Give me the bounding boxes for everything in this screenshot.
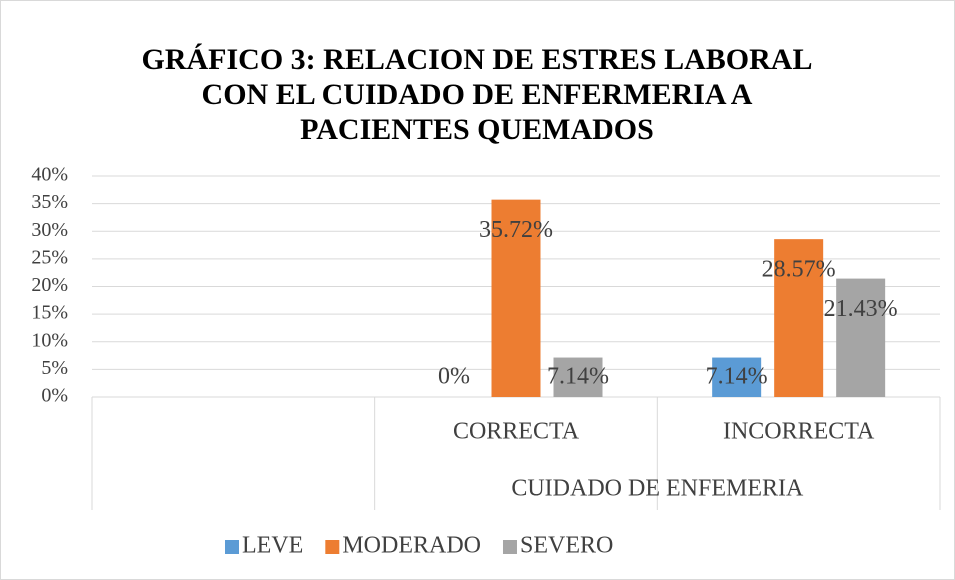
legend-swatch <box>325 540 340 554</box>
category-group-label: CUIDADO DE ENFEMERIA <box>511 476 804 502</box>
y-tick-label: 25% <box>31 246 68 268</box>
y-tick-label: 35% <box>31 191 68 213</box>
data-label: 28.57% <box>762 257 836 283</box>
y-tick-label: 15% <box>31 302 68 324</box>
legend-swatch <box>225 540 239 554</box>
bar <box>774 239 824 397</box>
data-label: 7.14% <box>706 364 768 390</box>
data-label: 21.43% <box>824 296 898 322</box>
y-tick-label: 20% <box>31 274 68 296</box>
bar <box>712 357 762 397</box>
y-tick-label: 5% <box>41 357 68 379</box>
legend-label: MODERADO <box>342 533 481 559</box>
y-tick-label: 40% <box>31 164 68 186</box>
bar <box>836 278 886 397</box>
x-tick-label: INCORRECTA <box>723 419 875 445</box>
legend-label: LEVE <box>242 533 303 559</box>
bar <box>553 357 603 397</box>
y-tick-label: 10% <box>31 329 68 351</box>
data-label: 7.14% <box>547 364 609 390</box>
legend-label: SEVERO <box>520 533 613 559</box>
data-label: 35.72% <box>479 217 553 243</box>
data-label: 0% <box>438 364 470 390</box>
y-tick-label: 30% <box>31 219 68 241</box>
x-tick-label: CORRECTA <box>453 419 580 445</box>
y-tick-label: 0% <box>41 385 68 407</box>
chart-title: GRÁFICO 3: RELACION DE ESTRES LABORAL CO… <box>141 43 813 146</box>
bar <box>491 199 541 397</box>
legend-swatch <box>502 540 517 554</box>
